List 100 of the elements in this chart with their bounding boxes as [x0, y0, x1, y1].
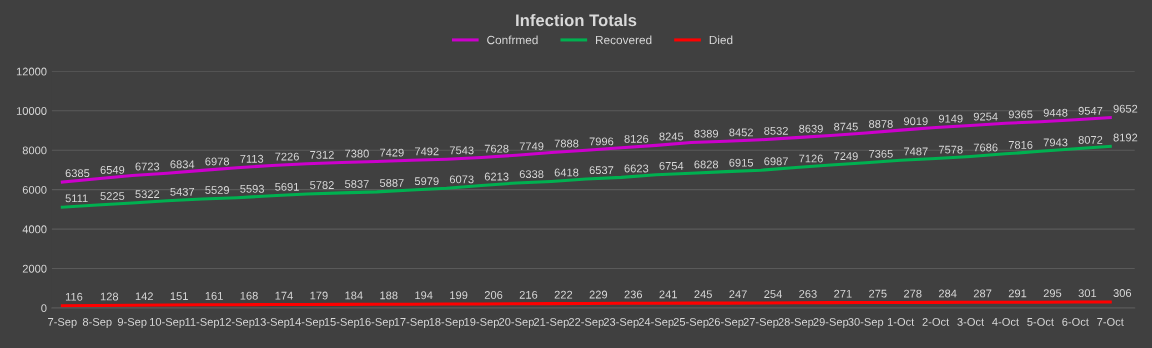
data-label: 278: [904, 289, 922, 298]
data-label: 8389: [694, 129, 719, 138]
data-label: 9019: [903, 117, 928, 126]
data-label: 5782: [310, 181, 334, 189]
data-label: 179: [310, 291, 328, 300]
data-label: 188: [380, 291, 398, 300]
data-label: 9149: [938, 114, 963, 123]
data-label: 7816: [1008, 141, 1033, 149]
x-tick-label: 29-Sep: [813, 318, 849, 329]
x-tick-label: 22-Sep: [568, 318, 604, 329]
data-label: 229: [589, 290, 608, 299]
data-label: 7380: [345, 149, 369, 158]
data-label: 116: [65, 292, 83, 301]
data-label: 7996: [589, 137, 614, 146]
x-tick-label: 9-Sep: [117, 318, 147, 329]
x-tick-label: 25-Sep: [673, 318, 709, 329]
data-label: 6073: [449, 175, 474, 184]
data-label: 6978: [205, 157, 230, 166]
x-tick-label: 1-Oct: [887, 318, 915, 326]
x-tick-label: 7-Oct: [1097, 318, 1124, 326]
y-tick-label: 12000: [16, 67, 47, 76]
data-label: 6549: [100, 165, 125, 174]
x-tick-label: 6-Oct: [1062, 318, 1089, 326]
y-tick-label: 4000: [22, 225, 47, 234]
data-label: 7492: [414, 147, 439, 156]
data-label: 6915: [729, 158, 754, 167]
data-label: 9365: [1008, 110, 1033, 119]
data-label: 6385: [65, 169, 90, 178]
data-label: 9547: [1078, 106, 1103, 115]
x-tick-label: 8-Sep: [82, 318, 112, 329]
data-label: 7943: [1043, 138, 1068, 147]
x-tick-label: 30-Sep: [848, 318, 884, 329]
data-label: 5887: [379, 179, 404, 187]
data-label: 6537: [589, 166, 614, 175]
data-label: 7312: [310, 150, 334, 159]
data-label: 8072: [1078, 135, 1103, 144]
data-label: 7429: [380, 148, 404, 157]
data-label: 7686: [973, 143, 998, 152]
data-label: 5979: [414, 177, 439, 186]
data-label: 5593: [240, 184, 264, 193]
x-tick-label: 13-Sep: [254, 318, 290, 329]
x-tick-label: 10-Sep: [150, 318, 185, 329]
data-label: 306: [1113, 289, 1132, 297]
data-label: 5437: [170, 187, 195, 196]
data-label: 8245: [659, 132, 684, 141]
data-label: 7578: [938, 145, 963, 154]
data-label: 194: [415, 291, 433, 300]
data-label: 6723: [135, 162, 160, 171]
data-label: 9254: [973, 112, 998, 121]
data-label: 7249: [834, 152, 858, 161]
data-label: 5225: [100, 192, 125, 200]
x-tick-label: 16-Sep: [359, 318, 395, 329]
data-label: 5322: [135, 190, 160, 199]
x-tick-label: 17-Sep: [394, 318, 430, 329]
data-label: 6213: [484, 172, 509, 181]
data-label: 8878: [869, 120, 893, 128]
x-tick-label: 2-Oct: [922, 318, 950, 326]
y-tick-label: 2000: [22, 264, 47, 273]
data-label: 199: [450, 291, 468, 300]
x-tick-label: 18-Sep: [429, 318, 465, 329]
data-label: 6754: [659, 161, 684, 170]
x-tick-label: 21-Sep: [534, 318, 569, 329]
x-tick-label: 3-Oct: [957, 318, 985, 326]
data-label: 236: [624, 290, 643, 299]
data-label: 263: [799, 289, 817, 298]
data-label: 6987: [764, 157, 788, 166]
data-label: 8639: [799, 124, 823, 133]
data-label: 5529: [205, 186, 230, 194]
data-label: 287: [973, 289, 992, 298]
data-label: 9448: [1043, 108, 1068, 117]
data-label: 7749: [519, 142, 544, 151]
data-label: 291: [1008, 289, 1027, 298]
data-label: 7543: [449, 146, 474, 155]
data-label: 8532: [764, 126, 788, 135]
x-tick-label: 5-Oct: [1027, 318, 1054, 326]
data-label: 6623: [624, 164, 649, 173]
legend-label: Recovered: [596, 35, 652, 45]
data-label: 247: [729, 290, 747, 299]
x-tick-label: 15-Sep: [324, 318, 360, 329]
data-label: 241: [659, 290, 677, 299]
data-label: 271: [834, 289, 852, 298]
data-label: 7226: [275, 152, 299, 161]
chart-title: Infection Totals: [516, 13, 637, 27]
data-label: 161: [205, 291, 223, 300]
data-label: 128: [100, 292, 119, 301]
data-label: 7113: [240, 154, 264, 163]
y-tick-label: 8000: [22, 146, 47, 155]
legend-label: Died: [709, 35, 733, 45]
data-label: 206: [484, 291, 503, 299]
data-label: 245: [694, 290, 712, 299]
data-label: 216: [519, 290, 538, 299]
data-label: 6418: [554, 168, 579, 177]
x-tick-label: 27-Sep: [743, 318, 779, 329]
data-label: 9652: [1113, 104, 1138, 113]
y-tick-label: 0: [41, 304, 47, 313]
x-tick-label: 19-Sep: [464, 318, 499, 329]
data-label: 295: [1043, 289, 1062, 298]
legend-label: Confrmed: [487, 35, 538, 45]
x-tick-label: 12-Sep: [219, 318, 255, 329]
data-label: 254: [764, 290, 782, 298]
